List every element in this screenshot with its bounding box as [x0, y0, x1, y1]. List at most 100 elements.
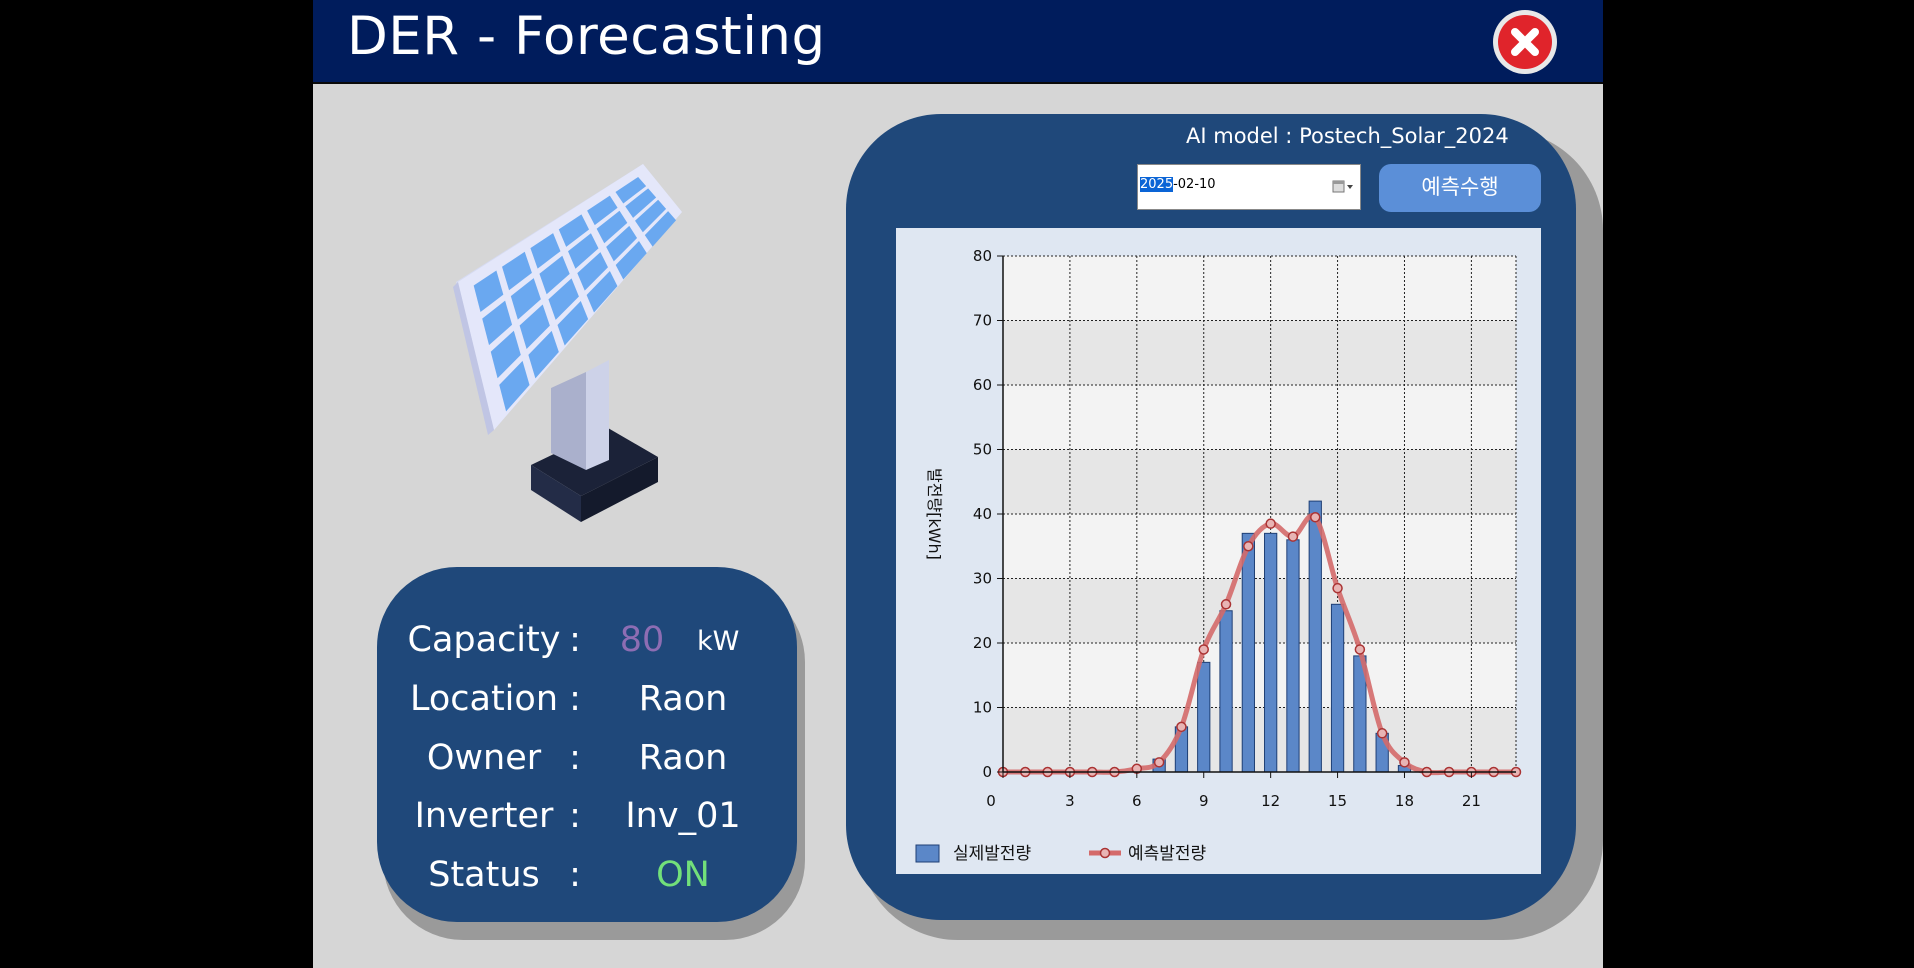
y-tick-label: 40 — [973, 505, 992, 523]
solar-cell — [519, 304, 550, 350]
solar-cells — [473, 176, 677, 412]
solar-cell — [557, 300, 589, 346]
solar-cell — [606, 225, 638, 262]
legend-line-label: 예측발전량 — [1128, 844, 1207, 864]
date-picker[interactable]: 2025-02-10 — [1137, 164, 1361, 210]
y-axis-label: 발전량[kWh] — [925, 468, 944, 560]
x-tick-label: 3 — [1065, 792, 1075, 810]
close-button[interactable] — [1493, 10, 1557, 74]
y-tick-label: 20 — [973, 634, 992, 652]
line-point — [1243, 541, 1254, 552]
close-circle-icon — [1498, 15, 1552, 69]
x-tick-label: 18 — [1395, 792, 1414, 810]
chart-axes — [997, 255, 1516, 778]
calendar-dropdown-icon[interactable] — [1332, 179, 1354, 195]
solar-cell — [644, 211, 677, 247]
status-value: ON — [656, 855, 710, 895]
status-row: Status : ON — [377, 855, 797, 913]
line-point — [1153, 757, 1165, 768]
legend-bar-swatch — [915, 844, 940, 863]
location-row: Location : Raon — [377, 679, 797, 737]
bar — [1308, 500, 1322, 773]
solar-cell — [499, 360, 530, 412]
bar — [1219, 610, 1233, 773]
x-tick-label: 15 — [1328, 792, 1347, 810]
app-window: DER - Forecasting Capacity : 80 kW — [313, 0, 1603, 968]
bar — [1286, 539, 1300, 773]
location-label: Location — [409, 679, 559, 719]
line-point — [1176, 721, 1187, 733]
plot-band — [1003, 707, 1516, 772]
date-text[interactable]: 2025-02-10 — [1140, 177, 1216, 192]
y-tick-label: 30 — [973, 570, 992, 588]
solar-cell — [558, 214, 590, 247]
capacity-value: 80 — [619, 620, 665, 660]
status-label: Status — [428, 855, 540, 895]
x-tick-label: 21 — [1462, 792, 1481, 810]
plot-background — [1003, 256, 1516, 772]
line-point — [1220, 599, 1232, 610]
ai-model-label: AI model : — [1186, 124, 1293, 148]
line-point — [1310, 511, 1321, 523]
ai-model-text: AI model : Postech_Solar_2024 — [1186, 124, 1509, 148]
owner-label: Owner — [426, 738, 542, 778]
plot-band — [1003, 514, 1516, 579]
bar — [1330, 603, 1345, 773]
line-point — [1376, 728, 1388, 739]
solar-cell — [490, 330, 521, 379]
capacity-unit: kW — [697, 626, 740, 657]
x-tick-label: 6 — [1132, 792, 1142, 810]
line-point — [1198, 644, 1209, 655]
legend-bar-label: 실제발전량 — [953, 844, 1032, 864]
x-tick-label: 12 — [1261, 792, 1280, 810]
line-point — [1287, 531, 1299, 542]
solar-cell — [548, 278, 579, 320]
colon: : — [569, 796, 581, 836]
plot-band — [1003, 256, 1516, 321]
chart-panel: AI model : Postech_Solar_2024 2025-02-10… — [846, 114, 1576, 920]
colon: : — [569, 738, 581, 778]
solar-cell — [473, 270, 504, 312]
bar — [1241, 532, 1255, 773]
predict-button[interactable]: 예측수행 — [1379, 164, 1541, 212]
solar-cell — [596, 210, 628, 244]
owner-value: Raon — [638, 738, 728, 778]
window-title: DER - Forecasting — [347, 6, 826, 67]
tick-labels: 0 10 20 30 40 50 60 70 80 0 3 6 9 12 15 18 21 — [973, 247, 1481, 810]
ai-model-value: Postech_Solar_2024 — [1299, 124, 1509, 148]
y-tick-label: 70 — [973, 312, 992, 330]
plot-band — [1003, 643, 1516, 708]
y-tick-label: 0 — [982, 763, 992, 781]
colon: : — [569, 679, 581, 719]
forecast-chart: 0 10 20 30 40 50 60 70 80 0 3 6 9 12 15 18 21 발전량[kWh] 실… — [915, 247, 1522, 864]
inverter-row: Inverter : Inv_01 — [377, 796, 797, 854]
line-point — [1265, 518, 1276, 529]
y-tick-label: 50 — [973, 441, 992, 459]
owner-row: Owner : Raon — [377, 738, 797, 796]
solar-cell — [530, 233, 561, 269]
colon: : — [569, 620, 581, 660]
capacity-label: Capacity — [407, 620, 561, 660]
info-panel: Capacity : 80 kW Location : Raon Owner :… — [377, 567, 797, 922]
plot-band — [1003, 385, 1516, 450]
date-month-day[interactable]: -02-10 — [1173, 177, 1216, 192]
chart-area: 0 10 20 30 40 50 60 70 80 0 3 6 9 12 15 18 21 발전량[kWh] 실… — [896, 228, 1541, 874]
legend-line-marker — [1099, 847, 1111, 859]
bar — [1264, 532, 1278, 773]
inverter-label: Inverter — [414, 796, 554, 836]
x-tick-label: 9 — [1199, 792, 1209, 810]
line-point — [1399, 757, 1410, 768]
y-tick-label: 60 — [973, 376, 992, 394]
plot-band — [1003, 578, 1516, 643]
solar-cell — [635, 199, 667, 233]
title-bar: DER - Forecasting — [313, 0, 1603, 84]
bar — [1197, 661, 1211, 773]
line-point — [1354, 644, 1366, 655]
solar-panel-icon — [453, 164, 682, 522]
solar-cell — [510, 278, 541, 320]
date-year-selected[interactable]: 2025 — [1140, 177, 1174, 192]
solar-cell — [587, 195, 618, 226]
colon: : — [569, 855, 581, 895]
legend: 실제발전량 예측발전량 — [915, 844, 1207, 864]
capacity-row: Capacity : 80 kW — [377, 620, 797, 678]
